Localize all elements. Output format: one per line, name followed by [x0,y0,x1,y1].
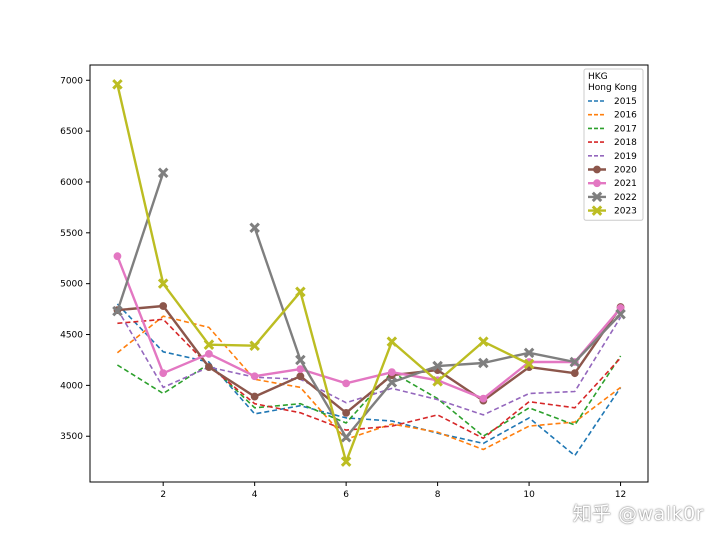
data-point-2022-12 [615,308,626,320]
data-point-2022-9 [478,357,489,369]
axes: 2 4 6 8 10 12 3500 4000 4500 5000 5500 6000 6500 7000 [60,64,649,500]
data-point-2023-2 [157,278,169,289]
data-point-2023-7 [386,336,398,347]
axes-frame [89,64,649,483]
data-point-2021-9 [479,394,488,403]
data-point-2021-7 [387,368,396,377]
data-point-2021-3 [205,349,213,358]
series-line-2021 [116,255,622,400]
x-tick-label: 8 [435,490,441,500]
legend-label-2019: 2019 [614,152,637,162]
legend-label-2023: 2023 [614,207,637,217]
legend-label-2021: 2021 [614,179,637,189]
x-tick-label: 4 [252,490,258,500]
legend-label-2015: 2015 [614,97,637,107]
series-2022 [112,167,626,443]
legend-label-2018: 2018 [614,138,637,148]
data-point-2020-4 [250,392,259,401]
legend-marker-2022 [591,191,603,203]
data-point-2021-6 [342,379,351,388]
data-point-2021-5 [296,365,305,374]
x-tick-label: 6 [343,490,349,500]
data-point-2020-5 [296,372,305,381]
data-point-2022-11 [569,356,581,368]
data-point-2022-4 [249,222,260,233]
series-line-2016 [116,315,622,451]
series-2016 [116,315,622,451]
data-point-2020-2 [159,302,168,310]
y-tick-label: 6000 [60,178,83,188]
legend-label-2016: 2016 [614,111,637,121]
legend-title: HKG [588,72,608,82]
series-2017 [116,355,622,437]
y-tick-label: 6500 [60,127,83,137]
data-point-2022-10 [523,347,535,359]
data-point-2021-12 [616,304,625,312]
data-point-2022-5 [295,354,306,366]
data-point-2023-8 [432,376,443,387]
data-point-2020-11 [570,369,579,378]
legend-label-2020: 2020 [614,166,637,176]
watermark-text: 知乎 @walk0r [572,503,704,525]
plot-area [112,79,626,467]
legend-subtitle: Hong Kong [588,83,637,93]
series-line-2022 [116,172,165,312]
y-tick-label: 7000 [60,76,83,86]
data-point-2021-4 [250,372,259,381]
data-point-2023-4 [249,340,260,351]
legend-marker-2023 [591,205,603,216]
legend-marker-2020 [593,165,601,174]
data-point-2023-6 [340,456,352,467]
series-2021 [113,252,625,403]
y-tick-label: 5000 [60,280,83,290]
y-tick-label: 4000 [60,381,83,391]
series-2015 [116,303,622,457]
data-point-2022-6 [340,431,352,443]
series-line-2015 [116,303,622,457]
legend-label-2022: 2022 [614,193,637,203]
data-point-2022-2 [157,167,169,179]
data-point-2023-9 [478,336,489,347]
y-tick-label: 3500 [60,432,83,442]
data-point-2023-1 [112,79,123,90]
series-line-2022 [253,227,622,439]
x-tick-label: 12 [615,490,626,500]
x-tick-label: 10 [523,490,535,500]
data-point-2022-7 [386,377,398,388]
data-point-2023-3 [203,339,215,350]
y-tick-label: 4500 [60,331,83,341]
y-tick-label: 5500 [60,229,83,239]
data-point-2022-8 [432,360,443,372]
series-2023 [112,79,535,467]
data-point-2022-1 [112,305,123,317]
series-line-2023 [116,84,530,463]
x-tick-label: 2 [160,490,166,500]
data-point-2021-2 [159,369,168,378]
legend-marker-2021 [593,179,601,188]
data-point-2020-3 [205,363,213,371]
series-line-2017 [116,355,622,437]
data-point-2020-6 [342,408,351,417]
data-point-2023-10 [523,358,535,370]
data-point-2021-1 [113,252,122,261]
data-point-2023-5 [295,286,306,298]
legend-label-2017: 2017 [614,124,637,134]
